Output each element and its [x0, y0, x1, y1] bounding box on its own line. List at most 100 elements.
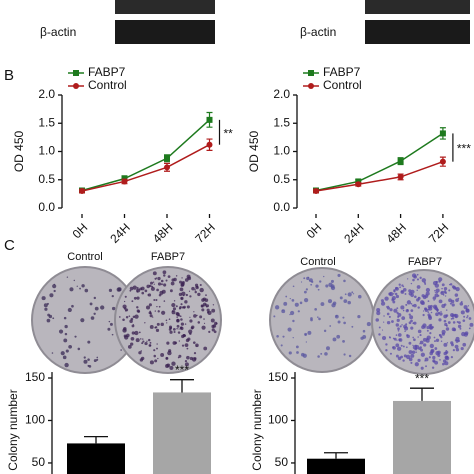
colony	[342, 316, 345, 319]
colony	[212, 324, 217, 328]
colony	[296, 351, 299, 354]
colony	[108, 320, 111, 323]
colony	[416, 289, 418, 291]
colony	[155, 299, 158, 302]
colony	[147, 293, 152, 297]
colony	[412, 344, 414, 346]
legend-label: Control	[88, 78, 127, 92]
colony	[207, 310, 212, 316]
colony	[427, 308, 430, 311]
colony	[288, 351, 292, 355]
colony	[408, 289, 412, 293]
colony	[445, 327, 450, 331]
colony	[429, 307, 431, 309]
y-tick-label: 50	[275, 455, 289, 469]
colony	[402, 359, 405, 362]
colony	[142, 338, 144, 340]
colony	[305, 288, 308, 291]
colony	[410, 326, 414, 330]
colony	[178, 292, 183, 297]
colony	[211, 328, 215, 332]
colony	[122, 318, 125, 322]
legend-marker	[308, 83, 314, 89]
colony	[136, 286, 139, 289]
colony	[76, 285, 78, 287]
colony	[417, 306, 420, 309]
colony	[134, 314, 139, 319]
colony	[90, 316, 95, 320]
colony	[452, 348, 455, 352]
legend-label: FABP7	[88, 65, 126, 79]
colony	[330, 279, 334, 283]
colony	[396, 311, 399, 315]
colony	[398, 338, 401, 341]
y-tick-label: 1.5	[273, 115, 290, 129]
colony	[156, 322, 160, 326]
colony	[410, 319, 413, 323]
colony	[152, 271, 157, 276]
colony	[405, 323, 408, 326]
bar	[307, 458, 365, 474]
colony	[160, 283, 163, 286]
y-tick-label: 2.0	[273, 87, 290, 101]
colony	[109, 322, 113, 326]
colony	[396, 339, 398, 341]
colony	[165, 357, 168, 360]
colony	[444, 291, 447, 294]
colony	[183, 334, 187, 337]
colony	[457, 324, 462, 329]
colony	[315, 284, 319, 288]
point	[355, 181, 362, 188]
colony	[187, 337, 191, 341]
colony	[214, 321, 218, 326]
colony	[317, 355, 320, 358]
point	[206, 116, 213, 123]
colony	[408, 341, 412, 345]
colony	[303, 277, 306, 280]
x-tick-label: 24H	[107, 220, 132, 245]
colony	[441, 303, 446, 308]
colony	[140, 286, 145, 291]
colony	[297, 310, 300, 313]
colony	[149, 325, 154, 329]
colony	[423, 343, 427, 347]
colony	[449, 283, 453, 286]
colony	[397, 356, 402, 361]
colony	[385, 349, 388, 352]
colony	[165, 364, 170, 368]
colony	[437, 350, 441, 355]
colony	[282, 309, 284, 312]
y-tick-label: 1.0	[273, 144, 290, 158]
colony	[451, 317, 455, 320]
colony	[425, 287, 431, 293]
colony	[457, 339, 460, 343]
colony	[422, 313, 425, 317]
colony	[157, 276, 161, 281]
colony	[139, 358, 144, 362]
colony	[274, 305, 280, 310]
colony	[439, 334, 442, 337]
colony	[149, 314, 153, 318]
colony	[201, 308, 205, 312]
colony	[426, 326, 430, 330]
colony	[96, 358, 99, 361]
colony	[403, 324, 407, 329]
blot-label: β-actin	[40, 25, 76, 39]
colony	[73, 279, 75, 282]
colony	[434, 283, 440, 288]
colony	[172, 327, 176, 331]
colony	[295, 345, 299, 349]
series-line	[81, 119, 211, 192]
colony	[437, 353, 441, 357]
colony	[445, 356, 450, 361]
colony	[323, 275, 325, 278]
colony	[136, 296, 140, 300]
colony	[325, 284, 329, 288]
significance-label: ***	[175, 363, 189, 377]
colony	[285, 295, 288, 298]
colony	[438, 277, 443, 282]
colony	[173, 330, 176, 334]
colony	[181, 277, 183, 279]
colony	[179, 315, 182, 318]
colony	[203, 318, 205, 320]
